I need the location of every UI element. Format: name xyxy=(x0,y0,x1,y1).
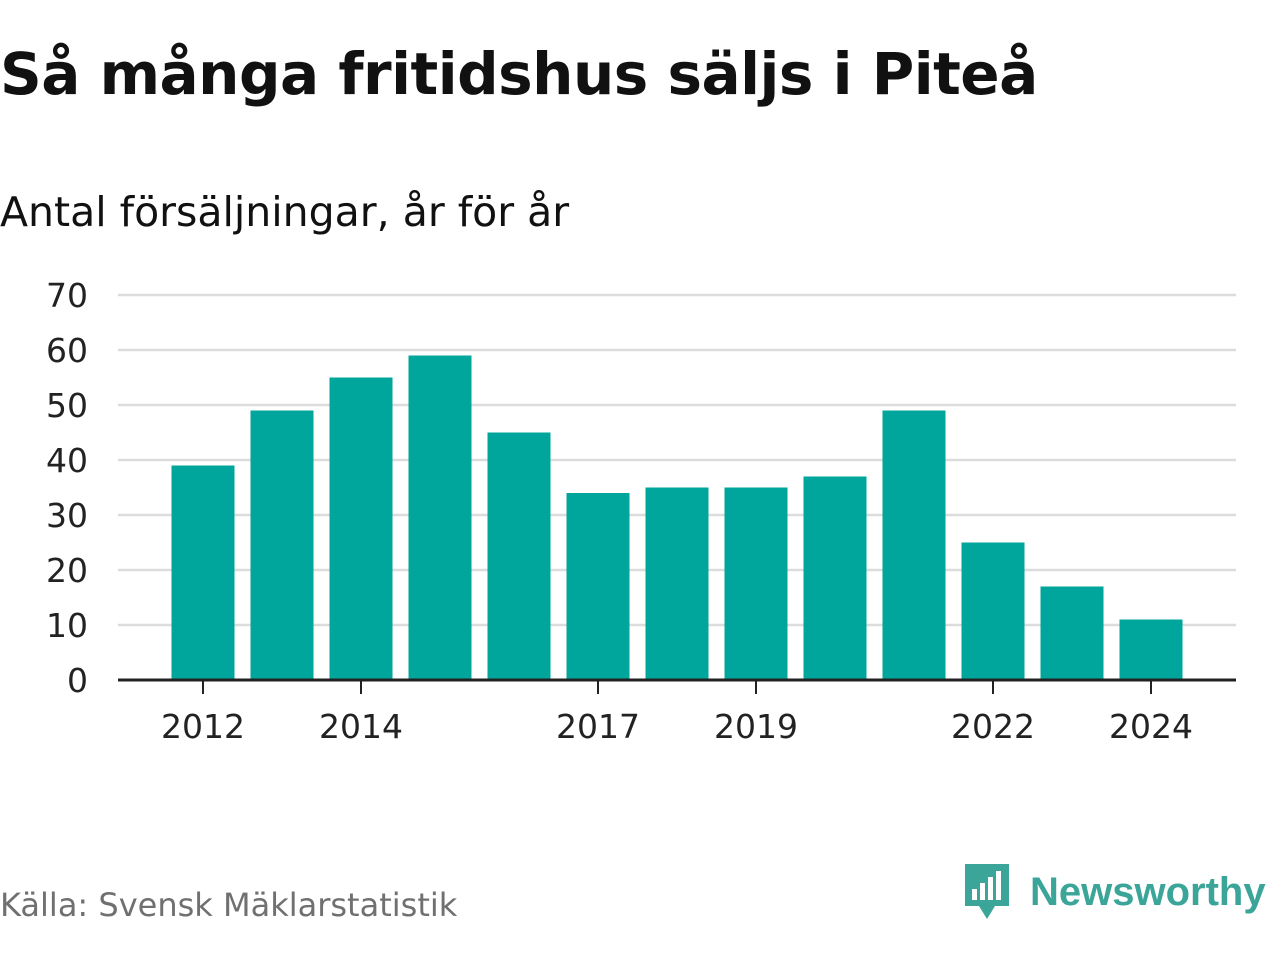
bar-2012 xyxy=(171,465,235,680)
y-tick-label: 60 xyxy=(46,331,88,370)
source-note: Källa: Svensk Mäklarstatistik xyxy=(0,886,458,924)
y-tick-label: 70 xyxy=(46,276,88,315)
brand-name: Newsworthy xyxy=(1030,869,1266,914)
x-tick-label: 2019 xyxy=(714,707,798,740)
bar-2016 xyxy=(487,432,551,680)
bars xyxy=(171,355,1183,680)
bar-2014 xyxy=(329,377,393,680)
y-tick-label: 10 xyxy=(46,606,88,645)
x-tick-label: 2012 xyxy=(161,707,245,740)
x-tick-label: 2014 xyxy=(319,707,403,740)
chart-subtitle: Antal försäljningar, år för år xyxy=(0,188,570,236)
y-tick-label: 50 xyxy=(46,386,88,425)
bar-2020 xyxy=(803,476,867,680)
y-axis-tick-labels: 0 10 20 30 40 50 60 70 xyxy=(46,276,88,700)
bar-2019 xyxy=(724,487,788,680)
newsworthy-logo-icon xyxy=(965,864,1009,919)
bar-2017 xyxy=(566,493,630,680)
y-tick-label: 40 xyxy=(46,441,88,480)
chart-title: Så många fritidshus säljs i Piteå xyxy=(0,40,1038,108)
x-axis-ticks: 2012 2014 2017 2019 2022 2024 xyxy=(161,680,1193,740)
brand-logo: Newsworthy xyxy=(962,862,1266,922)
y-tick-label: 30 xyxy=(46,496,88,535)
bar-2022 xyxy=(961,542,1025,680)
y-tick-label: 0 xyxy=(67,661,88,700)
y-tick-label: 20 xyxy=(46,551,88,590)
x-tick-label: 2024 xyxy=(1109,707,1193,740)
bar-2021 xyxy=(882,410,946,680)
x-tick-label: 2017 xyxy=(556,707,640,740)
bar-2015 xyxy=(408,355,472,680)
bar-2023 xyxy=(1040,586,1104,680)
bar-2013 xyxy=(250,410,314,680)
bar-chart: 0 10 20 30 40 50 60 70 2012 2014 2017 2019 2022 2024 xyxy=(46,276,1236,740)
bar-2018 xyxy=(645,487,709,680)
x-tick-label: 2022 xyxy=(951,707,1035,740)
bar-2024 xyxy=(1119,619,1183,680)
